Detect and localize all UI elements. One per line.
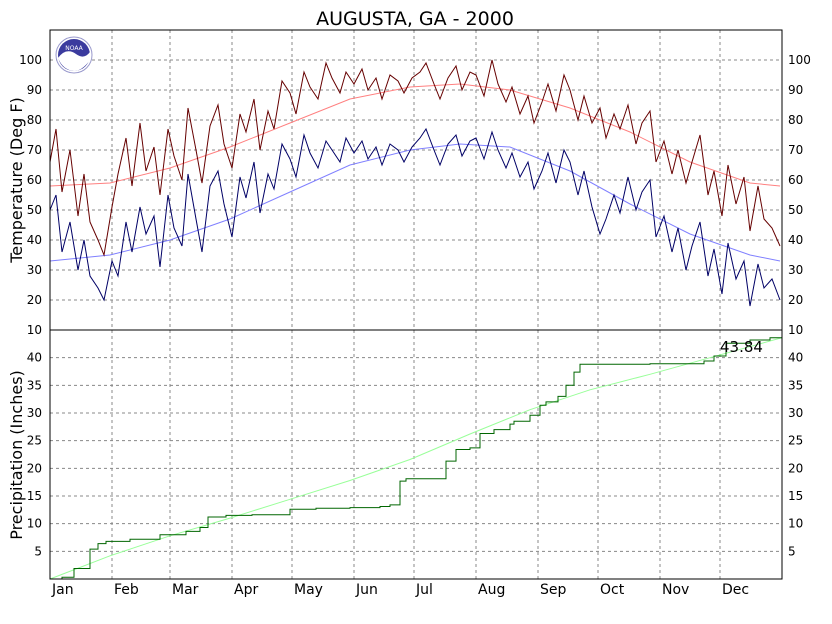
precipitation-tick-label-right: 10 xyxy=(788,517,803,531)
series-normal-low xyxy=(49,143,781,262)
month-label: Nov xyxy=(662,582,689,598)
temperature-tick-label-right: 70 xyxy=(788,143,803,157)
series-accumulated-precipitation xyxy=(50,336,783,580)
precipitation-tick-label-left: 10 xyxy=(27,517,42,531)
temperature-tick-label-right: 10 xyxy=(788,323,803,337)
month-label: May xyxy=(294,582,323,598)
temperature-tick-label-right: 60 xyxy=(788,173,803,187)
precipitation-tick-label-left: 40 xyxy=(27,351,42,365)
tick-labels: 10 10 20 20 30 30 40 40 50 50 60 60 70 70 80 80 90 90 100 1… xyxy=(19,53,811,598)
precipitation-tick-label-right: 20 xyxy=(788,461,803,475)
series-normal-high xyxy=(49,83,781,187)
precipitation-tick-label-right: 40 xyxy=(788,351,803,365)
temperature-tick-label-left: 20 xyxy=(27,293,42,307)
month-label: Jul xyxy=(415,582,433,598)
temperature-y-axis-label: Temperature (Deg F) xyxy=(7,97,26,264)
month-label: Jan xyxy=(51,582,74,598)
chart-title: AUGUSTA, GA - 2000 xyxy=(316,8,514,30)
month-label: Sep xyxy=(540,582,567,598)
temperature-tick-label-right: 30 xyxy=(788,263,803,277)
temperature-tick-label-right: 90 xyxy=(788,83,803,97)
month-label: Dec xyxy=(722,582,749,598)
noaa-logo-text: NOAA xyxy=(65,45,83,52)
temperature-series xyxy=(49,59,781,307)
month-label: Mar xyxy=(172,582,199,598)
precipitation-tick-label-left: 5 xyxy=(34,544,42,558)
month-label: Oct xyxy=(600,582,625,598)
temperature-tick-label-left: 70 xyxy=(27,143,42,157)
temperature-tick-label-right: 50 xyxy=(788,203,803,217)
series-daily-low xyxy=(49,127,781,307)
precipitation-series xyxy=(49,336,783,580)
noaa-bird-icon xyxy=(58,51,90,71)
temperature-tick-label-right: 40 xyxy=(788,233,803,247)
month-label: Aug xyxy=(478,582,505,598)
temperature-tick-label-left: 100 xyxy=(19,53,42,67)
month-label: Feb xyxy=(114,582,139,598)
precipitation-tick-label-right: 35 xyxy=(788,378,803,392)
precipitation-tick-label-right: 25 xyxy=(788,434,803,448)
precipitation-tick-label-left: 20 xyxy=(27,461,42,475)
month-label: Jun xyxy=(355,582,378,598)
temperature-tick-label-right: 80 xyxy=(788,113,803,127)
precipitation-total-annotation: 43.84 xyxy=(720,338,763,356)
temperature-tick-label-left: 30 xyxy=(27,263,42,277)
precipitation-tick-label-left: 30 xyxy=(27,406,42,420)
precipitation-tick-label-left: 35 xyxy=(27,378,42,392)
temperature-tick-label-right: 100 xyxy=(788,53,811,67)
temperature-tick-label-left: 80 xyxy=(27,113,42,127)
precipitation-tick-label-right: 30 xyxy=(788,406,803,420)
precipitation-frame xyxy=(49,329,783,580)
series-daily-high xyxy=(49,59,781,257)
precipitation-tick-label-left: 25 xyxy=(27,434,42,448)
precipitation-tick-label-right: 15 xyxy=(788,489,803,503)
precipitation-tick-label-right: 5 xyxy=(788,544,796,558)
temperature-tick-label-left: 90 xyxy=(27,83,42,97)
noaa-logo: NOAA xyxy=(55,36,93,74)
temperature-tick-label-left: 50 xyxy=(27,203,42,217)
series-normal-accumulated-precipitation xyxy=(49,337,783,580)
temperature-tick-label-right: 20 xyxy=(788,293,803,307)
precipitation-tick-label-left: 15 xyxy=(27,489,42,503)
precipitation-grid xyxy=(50,330,782,579)
temperature-tick-label-left: 60 xyxy=(27,173,42,187)
temperature-tick-label-left: 10 xyxy=(27,323,42,337)
precipitation-y-axis-label: Precipitation (Inches) xyxy=(7,370,26,540)
month-label: Apr xyxy=(234,582,258,598)
temperature-tick-label-left: 40 xyxy=(27,233,42,247)
